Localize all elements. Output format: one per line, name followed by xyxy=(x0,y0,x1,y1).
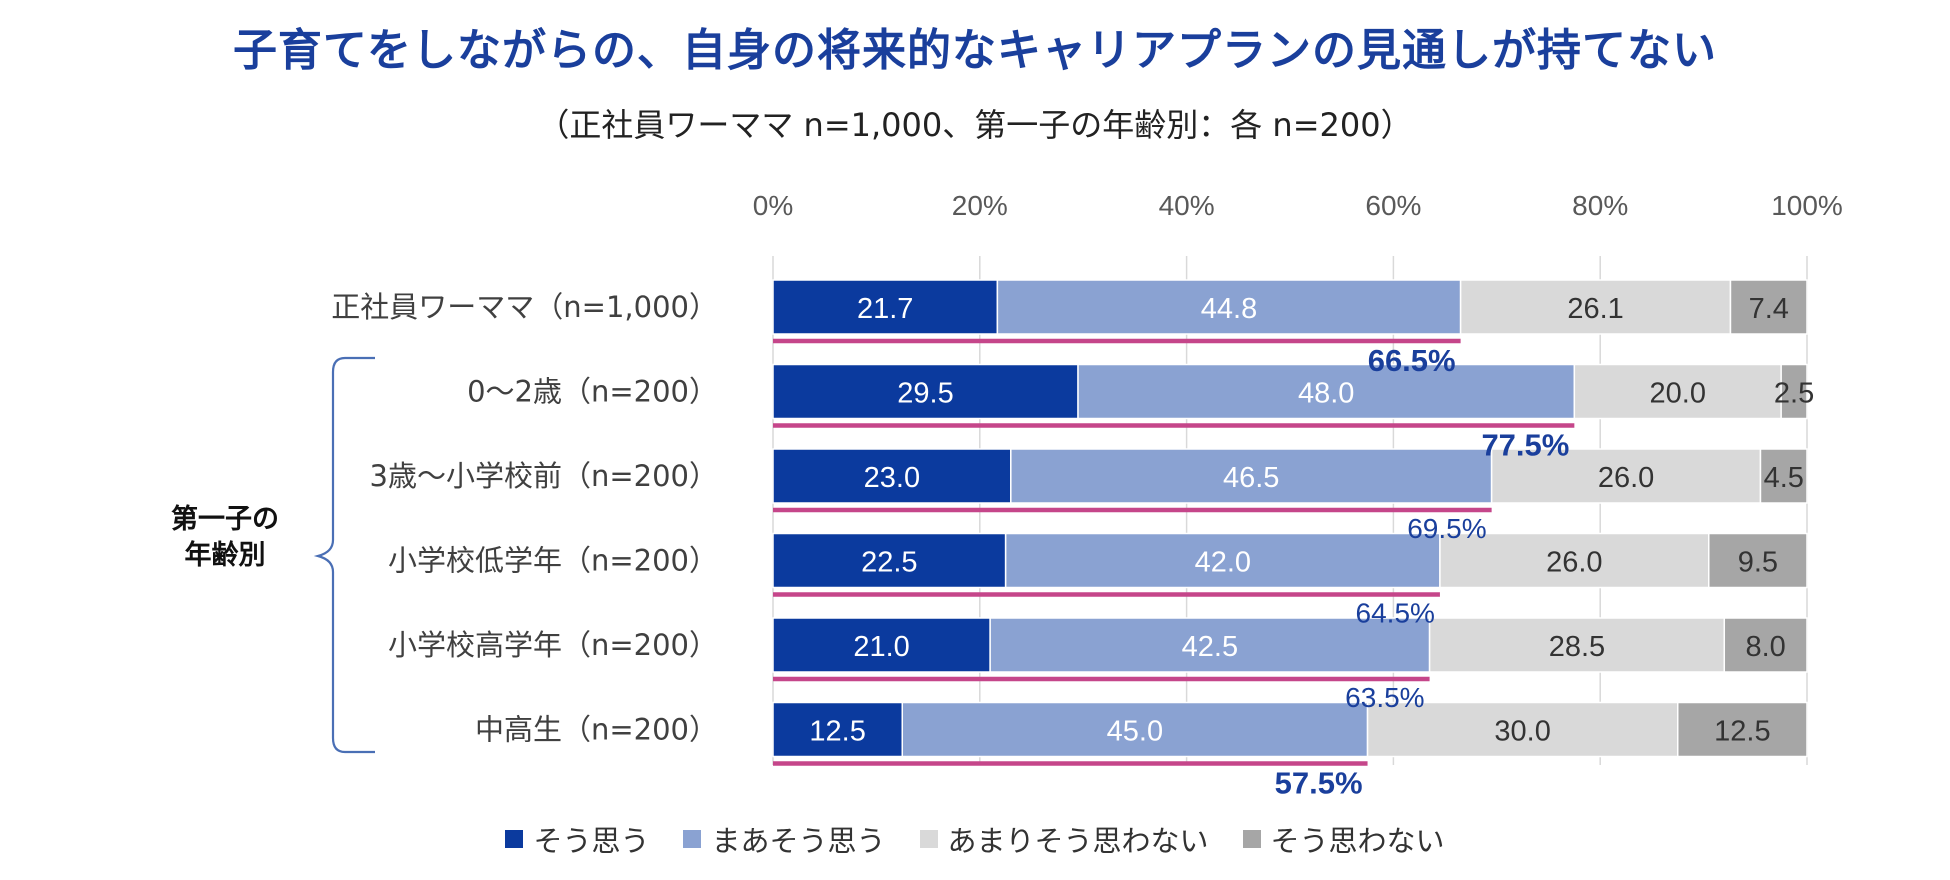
data-label: 30.0 xyxy=(1494,716,1550,748)
data-label: 42.5 xyxy=(1182,631,1238,663)
bar-segment xyxy=(1729,279,1808,335)
bar-segment xyxy=(772,448,1012,504)
data-label: 46.5 xyxy=(1223,462,1279,494)
x-tick-label: 20% xyxy=(952,190,1008,221)
bars: 21.7 44.8 26.1 7.4 29.5 48.0 20.0 2.5 23.0 46.5 26… xyxy=(772,279,1814,758)
x-tick-label: 0% xyxy=(753,190,793,221)
total-label: 77.5% xyxy=(1481,428,1569,463)
legend-label: そう思わない xyxy=(1270,824,1445,858)
group-brace xyxy=(313,356,375,754)
data-label: 12.5 xyxy=(809,716,865,748)
data-label: 45.0 xyxy=(1107,716,1163,748)
data-label: 7.4 xyxy=(1749,293,1789,325)
data-label: 48.0 xyxy=(1298,378,1354,410)
data-label: 23.0 xyxy=(864,462,920,494)
data-label: 22.5 xyxy=(861,547,917,579)
total-label: 66.5% xyxy=(1368,343,1456,378)
legend-label: まあそう思う xyxy=(711,824,886,858)
bar-segment xyxy=(1010,448,1493,504)
total-label: 69.5% xyxy=(1407,513,1486,544)
chart-subtitle: （正社員ワーママ n=1,000、第一子の年齢別：各 n=200） xyxy=(537,106,1413,144)
bar-segment xyxy=(1439,532,1710,589)
bar-segment xyxy=(1490,448,1762,504)
category-label: 小学校低学年（n=200） xyxy=(388,544,718,578)
data-label: 4.5 xyxy=(1764,462,1804,494)
bar-segment xyxy=(989,617,1431,673)
legend-item: そう思う xyxy=(505,818,649,860)
category-label: 中高生（n=200） xyxy=(475,713,718,747)
total-label: 64.5% xyxy=(1356,598,1435,629)
data-label: 8.0 xyxy=(1745,631,1785,663)
total-label: 63.5% xyxy=(1345,682,1424,713)
bar-segment xyxy=(772,617,991,673)
category-label: 正社員ワーママ（n=1,000） xyxy=(331,290,718,324)
group-label: 第一子の 年齢別 xyxy=(140,502,310,575)
data-label: 9.5 xyxy=(1738,547,1778,579)
bar-segment xyxy=(1759,448,1808,504)
legend-swatch xyxy=(683,830,702,848)
bar-segment xyxy=(772,532,1007,589)
data-label: 26.0 xyxy=(1546,547,1602,579)
data-label: 20.0 xyxy=(1650,378,1706,410)
data-label: 44.8 xyxy=(1201,293,1257,325)
bar-segment xyxy=(1677,701,1808,758)
category-label: 0〜2歳（n=200） xyxy=(467,375,718,409)
x-tick-label: 80% xyxy=(1572,190,1628,221)
bar-segment xyxy=(1708,532,1808,589)
legend-item: まあそう思う xyxy=(683,818,886,860)
legend: そう思う まあそう思う あまりそう思わない そう思わない xyxy=(0,818,1950,860)
bar-segment xyxy=(772,701,903,758)
bar-segment xyxy=(1723,617,1808,673)
category-label: 小学校高学年（n=200） xyxy=(388,628,718,662)
legend-item: そう思わない xyxy=(1242,818,1445,860)
chart-title: 子育てをしながらの、自身の将来的なキャリアプランの見通しが持てない xyxy=(232,25,1718,76)
x-tick-label: 60% xyxy=(1365,190,1421,221)
legend-swatch xyxy=(919,830,938,848)
data-label: 28.5 xyxy=(1549,631,1605,663)
legend-item: あまりそう思わない xyxy=(919,818,1209,860)
x-tick-label: 40% xyxy=(1159,190,1215,221)
group-label-line: 年齢別 xyxy=(184,540,266,572)
legend-swatch xyxy=(1242,830,1261,848)
group-label-line: 第一子の xyxy=(171,504,279,535)
data-label: 26.1 xyxy=(1567,293,1623,325)
bar-segment xyxy=(901,701,1369,758)
data-label: 21.7 xyxy=(857,293,913,325)
data-label: 2.5 xyxy=(1774,378,1814,410)
bar-segment xyxy=(1780,363,1808,420)
bar-segment xyxy=(1077,363,1576,420)
bar-segment xyxy=(1004,532,1441,589)
data-label: 21.0 xyxy=(853,631,909,663)
x-tick-label: 100% xyxy=(1771,190,1843,221)
data-label: 29.5 xyxy=(897,378,953,410)
totals: 66.5% 77.5% 69.5% 64.5% 63.5% 57.5% xyxy=(773,338,1575,801)
legend-swatch xyxy=(505,830,524,848)
bar-segment xyxy=(996,279,1462,335)
bar-segment xyxy=(1459,279,1732,335)
legend-label: そう思う xyxy=(533,824,650,858)
category-labels: 正社員ワーママ（n=1,000） 0〜2歳（n=200） 3歳〜小学校前（n=200… xyxy=(331,290,718,747)
total-label: 57.5% xyxy=(1275,766,1363,801)
data-label: 42.0 xyxy=(1195,547,1251,579)
category-label: 3歳〜小学校前（n=200） xyxy=(370,459,718,493)
data-label: 12.5 xyxy=(1714,716,1770,748)
bar-segment xyxy=(772,279,999,335)
data-label: 26.0 xyxy=(1598,462,1654,494)
x-axis-ticks: 0% 20% 40% 60% 80% 100% xyxy=(753,190,1843,221)
bar-segment xyxy=(1573,363,1782,420)
bar-segment xyxy=(772,363,1079,420)
legend-label: あまりそう思わない xyxy=(947,824,1209,858)
